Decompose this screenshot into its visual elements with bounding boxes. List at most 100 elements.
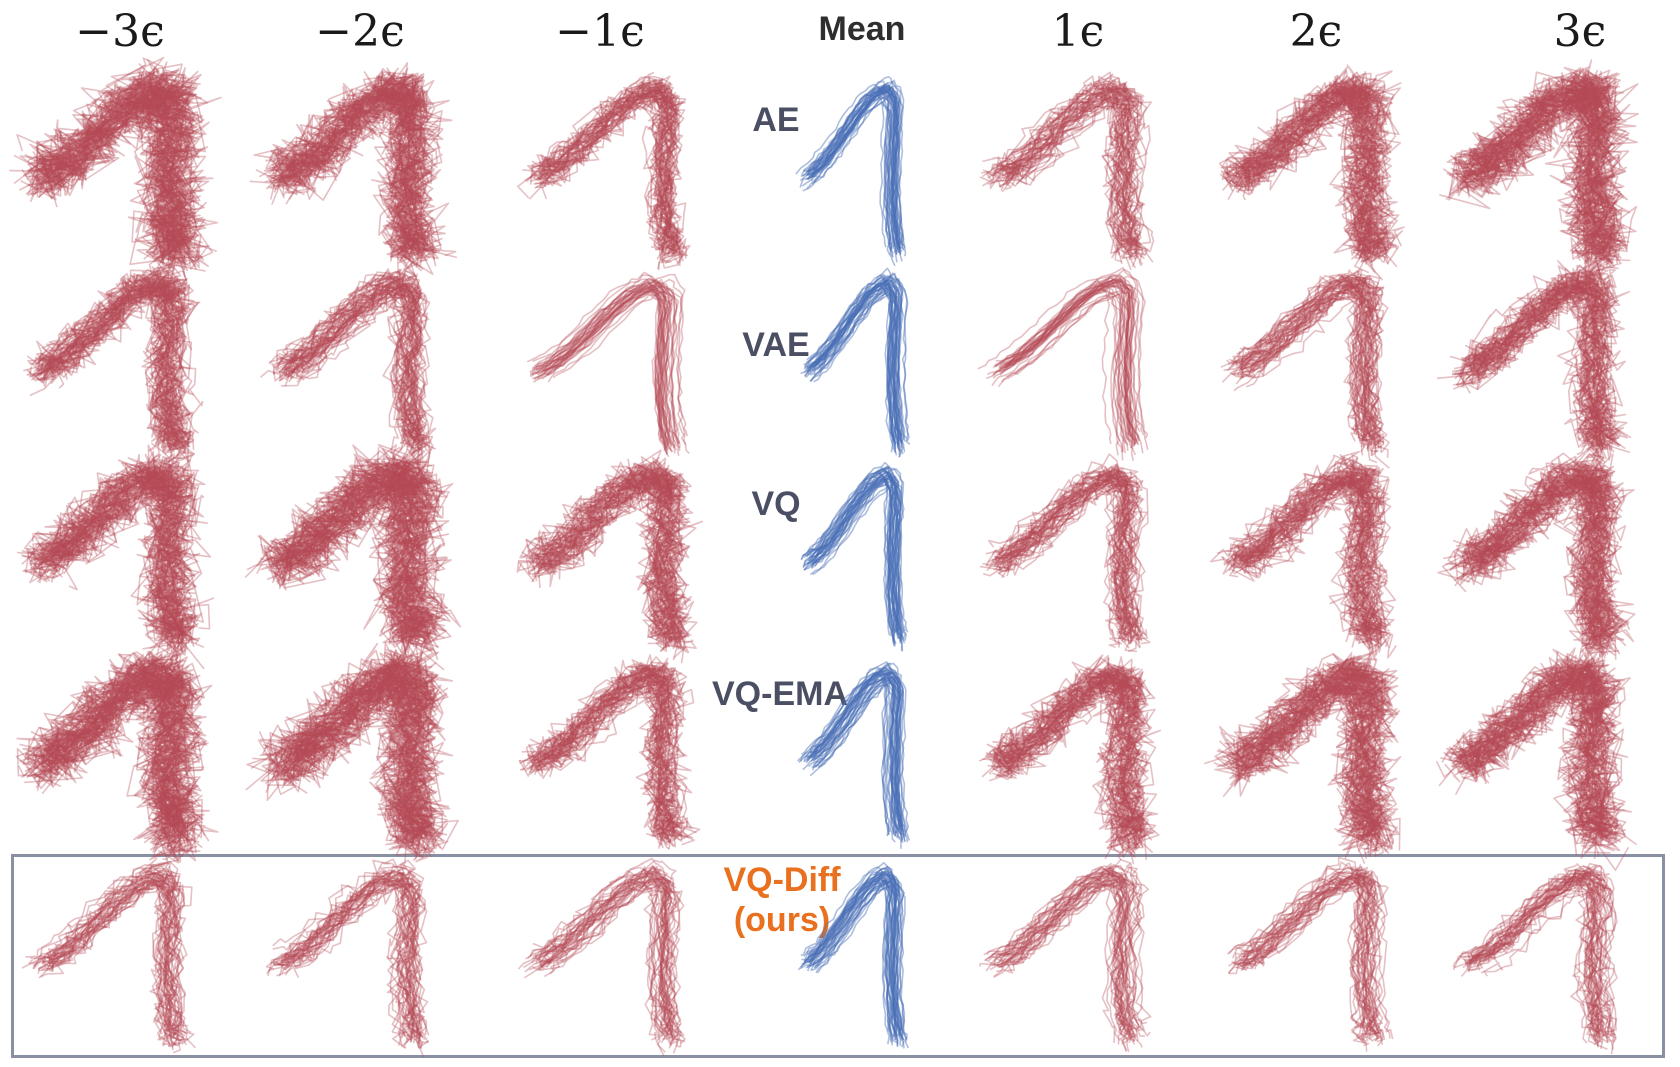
trajectory-line: [48, 280, 201, 451]
trajectory-line: [281, 75, 428, 253]
trajectory-line: [1225, 64, 1388, 259]
trajectory-line: [986, 470, 1130, 642]
trajectory-line: [272, 451, 435, 643]
trajectory-line: [805, 669, 898, 835]
trajectory-line: [1245, 875, 1384, 1043]
trajectory-line: [281, 664, 454, 837]
trajectory-line: [47, 454, 215, 630]
trajectory-line: [1470, 864, 1613, 1042]
trajectory-line: [24, 463, 179, 639]
trajectory-line: [27, 76, 198, 268]
trajectory-line: [982, 477, 1126, 648]
trajectory-line: [27, 279, 175, 449]
trajectory-line: [270, 72, 434, 261]
trajectory-line: [527, 676, 681, 841]
trajectory-line: [40, 463, 208, 645]
trajectory-line: [299, 662, 442, 837]
trajectory-line: [40, 653, 191, 844]
trajectory-line: [997, 668, 1143, 851]
trajectory-line: [1224, 80, 1377, 257]
trajectory-line: [1229, 283, 1367, 453]
trajectory-line: [265, 877, 406, 1048]
row-label-vq: VQ: [751, 485, 801, 523]
trajectory-line: [527, 865, 666, 1036]
trajectory-line: [273, 276, 421, 439]
trajectory-line: [541, 289, 676, 454]
trajectory-line: [1466, 83, 1639, 250]
trajectory-line: [1236, 85, 1387, 264]
trajectory-line: [986, 470, 1123, 639]
trajectory-line: [19, 72, 185, 260]
trajectory-line: [809, 666, 900, 831]
trajectory-line: [1441, 467, 1618, 649]
trajectory-line: [1455, 275, 1617, 460]
trajectory-line: [808, 471, 900, 639]
trajectory-line: [270, 276, 409, 445]
trajectory-line: [546, 668, 686, 841]
trajectory-line: [32, 661, 194, 842]
trajectory-line: [1246, 289, 1390, 469]
trajectory-line: [993, 472, 1135, 639]
trajectory-line: [1470, 278, 1621, 450]
trajectory-line: [267, 460, 437, 648]
trajectory-line: [275, 870, 415, 1037]
trajectory-line: [806, 672, 899, 839]
trajectory-line: [1454, 664, 1611, 831]
trajectory-line: [1480, 89, 1625, 273]
trajectory-line: [531, 456, 679, 631]
trajectory-line: [818, 278, 910, 442]
trajectory-line: [528, 880, 668, 1044]
trajectory-line: [25, 677, 191, 856]
trajectory-line: [536, 667, 684, 838]
trajectory-line: [30, 473, 186, 648]
trajectory-line: [282, 454, 439, 641]
trajectory-line: [262, 643, 421, 844]
trajectory-line: [288, 468, 449, 657]
trajectory-line: [1218, 655, 1381, 832]
trajectory-line: [280, 90, 421, 275]
trajectory-line: [1451, 681, 1615, 847]
trajectory-line: [25, 101, 188, 271]
trajectory-line: [1451, 69, 1604, 276]
trajectory-line: [996, 676, 1145, 853]
trajectory-line: [1243, 72, 1396, 259]
trajectory-line: [808, 466, 899, 632]
trajectory-line: [808, 279, 903, 444]
trajectory-line: [1483, 884, 1618, 1055]
trajectory-line: [41, 80, 196, 250]
trajectory-line: [40, 74, 200, 265]
trajectory-line: [1002, 81, 1138, 243]
trajectory-line: [1238, 474, 1383, 650]
trajectory-line: [26, 453, 184, 636]
trajectory-line: [807, 866, 901, 1031]
trajectory-line: [1461, 86, 1617, 282]
trajectory-line: [269, 62, 432, 252]
trajectory-line: [806, 870, 900, 1034]
trajectory-line: [1461, 476, 1620, 654]
trajectory-line: [266, 667, 449, 855]
trajectory-line: [1243, 672, 1388, 848]
trajectory-line: [995, 474, 1134, 635]
trajectory-line: [48, 657, 203, 830]
trajectory-line: [1468, 869, 1606, 1033]
trajectory-line: [273, 74, 435, 252]
trajectory-line: [809, 880, 899, 1046]
trajectory-line: [539, 673, 684, 840]
trajectory-line: [1234, 85, 1391, 253]
trajectory-line: [262, 481, 434, 667]
trajectory-line: [812, 676, 906, 842]
trajectory-line: [535, 870, 673, 1033]
trajectory-line: [287, 863, 430, 1036]
trajectory-line: [1469, 875, 1609, 1044]
trajectory-line: [284, 881, 430, 1049]
trajectory-line: [51, 871, 184, 1047]
trajectory-line: [807, 275, 897, 440]
trajectory-line: [273, 872, 417, 1043]
trajectory-line: [539, 877, 673, 1045]
trajectory-line: [36, 473, 205, 670]
trajectory-line: [285, 73, 428, 242]
trajectory-line: [1460, 275, 1605, 442]
trajectory-line: [994, 472, 1133, 642]
trajectory-line: [1230, 468, 1395, 643]
trajectory-line: [1467, 86, 1624, 264]
